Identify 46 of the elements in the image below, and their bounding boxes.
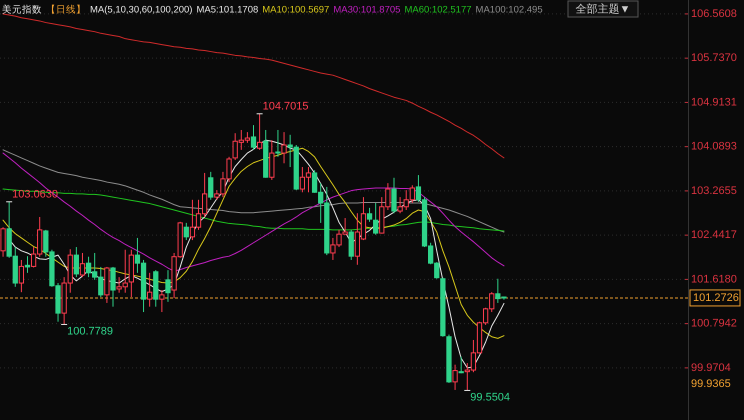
candlestick bbox=[159, 290, 165, 313]
line-series bbox=[2, 13, 504, 158]
candlestick bbox=[281, 132, 287, 164]
candlestick bbox=[373, 202, 378, 236]
ref-line-label: 101.2726 bbox=[693, 292, 739, 304]
candlestick bbox=[366, 207, 372, 222]
candlestick bbox=[184, 222, 189, 241]
text: MA60:102.5177 bbox=[404, 4, 472, 16]
candlestick bbox=[80, 252, 86, 278]
text: MA100:102.495 bbox=[476, 4, 543, 16]
line-series bbox=[2, 149, 504, 233]
candlestick bbox=[275, 129, 281, 158]
candlestick bbox=[110, 266, 116, 308]
candlestick bbox=[165, 270, 171, 302]
y-tick-label: 105.7370 bbox=[691, 52, 737, 64]
text: MA30:101.8705 bbox=[333, 4, 400, 16]
candlestick bbox=[250, 124, 256, 150]
y-tick-label: 104.0893 bbox=[691, 140, 737, 153]
y-tick-label: 106.5608 bbox=[691, 8, 737, 20]
text: MA5:101.1708 bbox=[196, 4, 258, 16]
text: 全部主题▼ bbox=[576, 2, 630, 16]
candlestick bbox=[452, 364, 458, 390]
text: 美元指数 bbox=[2, 4, 42, 16]
annotation: 100.7789 bbox=[67, 325, 114, 338]
candlestick bbox=[208, 171, 214, 200]
candlestick bbox=[458, 356, 464, 374]
y-tick-label: 101.6180 bbox=[691, 273, 737, 286]
annotation: MA(5,10,30,60,100,200) bbox=[90, 4, 192, 16]
text: 99.9365 bbox=[691, 378, 731, 390]
annotation: 99.5504 bbox=[470, 391, 510, 404]
y-tick-label: 99.9704 bbox=[691, 362, 731, 374]
annotation: 103.0630 bbox=[12, 188, 58, 201]
annotation: 104.7015 bbox=[262, 100, 308, 113]
text: MA10:100.5697 bbox=[262, 4, 330, 16]
candlestick bbox=[391, 177, 397, 214]
candlestick bbox=[0, 226, 6, 258]
candlestick bbox=[24, 256, 30, 274]
candlestick bbox=[147, 272, 152, 308]
text: 【日线】 bbox=[46, 4, 86, 16]
y-tick-label: 104.9131 bbox=[691, 96, 737, 108]
y-tick-label: 100.7942 bbox=[691, 318, 737, 330]
candlestick bbox=[18, 259, 24, 293]
y-tick-label: 102.4417 bbox=[691, 229, 737, 242]
line-series bbox=[2, 152, 504, 272]
candlestick bbox=[74, 246, 79, 278]
y-tick-label: 103.2655 bbox=[691, 184, 737, 197]
